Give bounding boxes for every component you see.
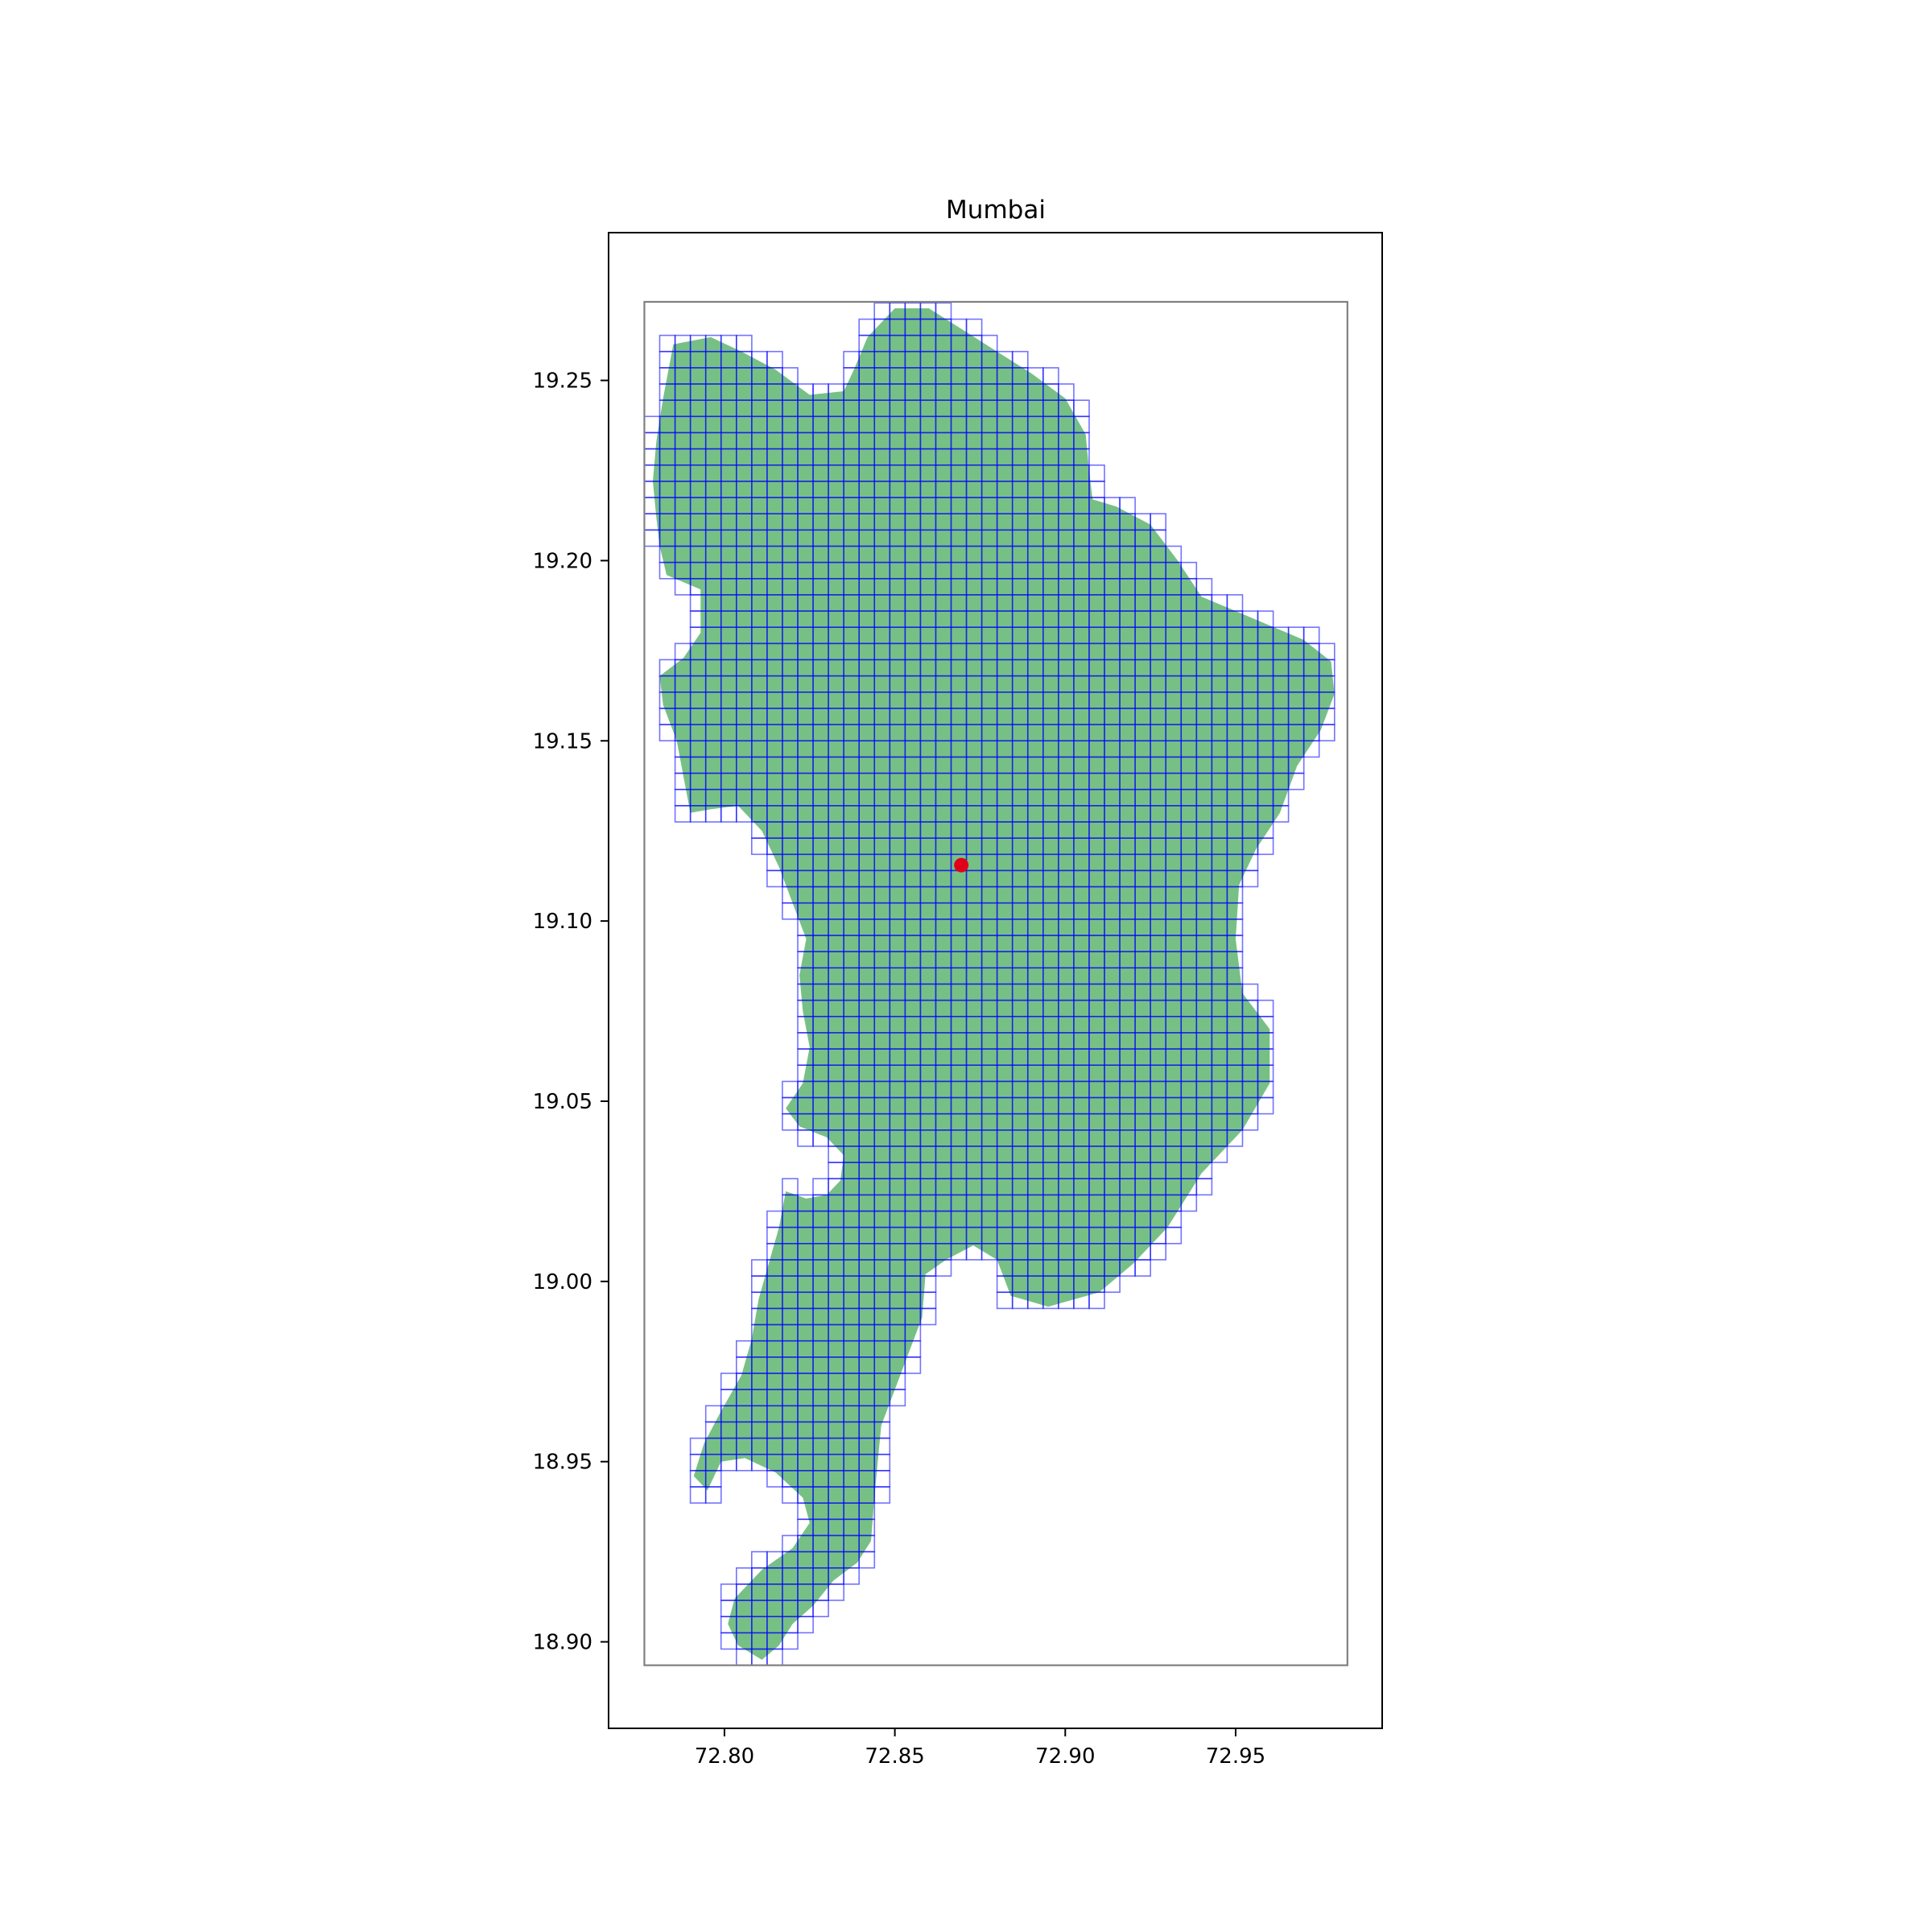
grid-cell [1241, 983, 1259, 1001]
grid-cell [1226, 594, 1244, 612]
axes-frame [608, 232, 1383, 1729]
grid-cell [1165, 545, 1183, 564]
grid-cell [1318, 642, 1335, 661]
y-tick-label: 18.95 [533, 1451, 592, 1475]
y-tick-label: 19.15 [533, 729, 592, 753]
y-tick-label: 18.90 [533, 1631, 592, 1655]
grid-cell [1088, 464, 1105, 482]
grid-cell [980, 334, 998, 353]
y-tick-label: 19.10 [533, 910, 592, 934]
grid-cell [782, 1178, 799, 1196]
axis-ticks: 72.80 72.85 72.90 72.95 18.90 18.95 19.00 19.05… [533, 232, 1383, 1769]
grid-cell [1180, 561, 1198, 580]
grid-cell [1257, 610, 1274, 628]
grid-cell [1302, 626, 1320, 645]
y-tick-label: 19.20 [533, 549, 592, 573]
y-tick-label: 19.05 [533, 1090, 592, 1114]
y-tick-label: 19.00 [533, 1270, 592, 1294]
grid-cells [643, 302, 1335, 1666]
grid-cell [1150, 513, 1166, 531]
grid-cell [735, 334, 753, 353]
grid-cell [1042, 367, 1059, 385]
grid-cell [782, 367, 799, 385]
grid-cell [965, 318, 983, 336]
bounding-box [643, 300, 1348, 1666]
chart-title: Mumbai [946, 196, 1046, 225]
x-tick-label: 72.85 [865, 1744, 924, 1769]
x-tick-label: 72.95 [1206, 1744, 1265, 1769]
y-tick-label: 19.25 [533, 369, 592, 394]
grid-cell [1011, 350, 1029, 369]
grid-cell [1257, 999, 1274, 1018]
grid-cell [1058, 383, 1075, 401]
grid-cell [1119, 497, 1136, 514]
grid-cell [935, 302, 952, 320]
x-tick-label: 72.80 [695, 1744, 754, 1769]
map-plot-area [643, 300, 1348, 1666]
x-tick-label: 72.90 [1035, 1744, 1095, 1769]
grid-cell [1073, 399, 1090, 418]
grid-cell [1195, 577, 1213, 596]
grid-cell [766, 350, 783, 369]
center-point [954, 857, 969, 873]
